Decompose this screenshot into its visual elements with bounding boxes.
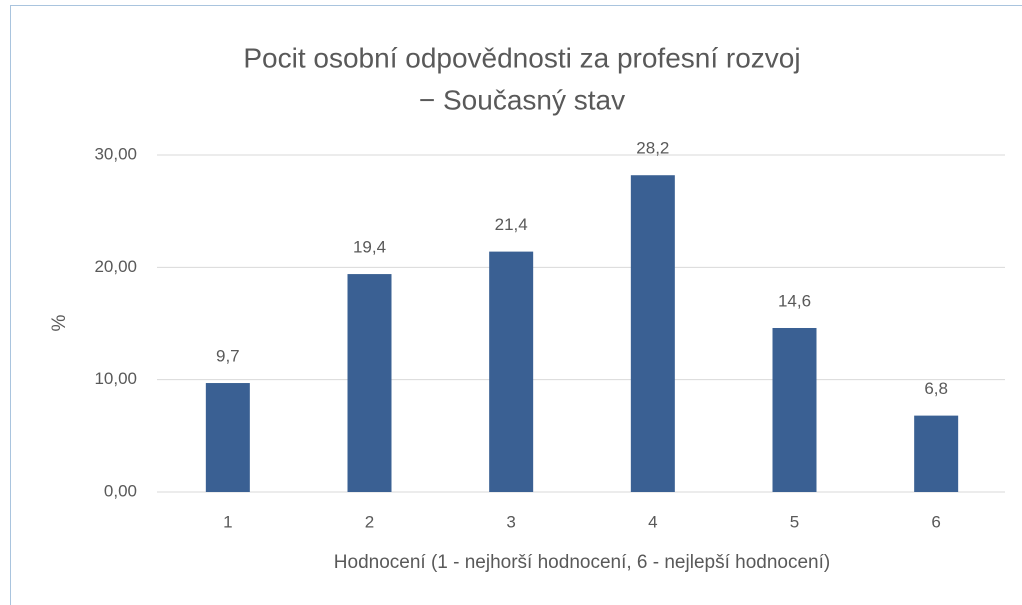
- y-axis-label: %: [49, 314, 70, 331]
- x-axis-label: Hodnocení (1 - nejhorší hodnocení, 6 - n…: [334, 552, 830, 573]
- x-tick-label: 2: [365, 512, 374, 531]
- y-tick-label: 0,00: [104, 481, 137, 500]
- bar: [914, 415, 959, 492]
- bar: [205, 383, 250, 492]
- data-label: 9,7: [216, 347, 240, 366]
- chart-title: Pocit osobní odpovědnosti za profesní ro…: [243, 42, 800, 73]
- data-label: 14,6: [778, 291, 811, 310]
- chart-title: − Současný stav: [419, 84, 625, 115]
- bar: [347, 274, 392, 492]
- bar: [772, 327, 817, 492]
- x-tick-label: 6: [931, 512, 940, 531]
- data-label: 6,8: [924, 379, 948, 398]
- x-tick-label: 5: [790, 512, 799, 531]
- y-tick-label: 10,00: [94, 369, 137, 388]
- data-label: 28,2: [636, 139, 669, 158]
- bar: [489, 251, 534, 492]
- data-label: 21,4: [495, 215, 528, 234]
- y-tick-label: 30,00: [94, 144, 137, 163]
- x-tick-label: 4: [648, 512, 657, 531]
- bar: [630, 175, 675, 492]
- data-label: 19,4: [353, 238, 386, 257]
- x-tick-label: 3: [506, 512, 515, 531]
- x-tick-label: 1: [223, 512, 232, 531]
- y-tick-label: 20,00: [94, 257, 137, 276]
